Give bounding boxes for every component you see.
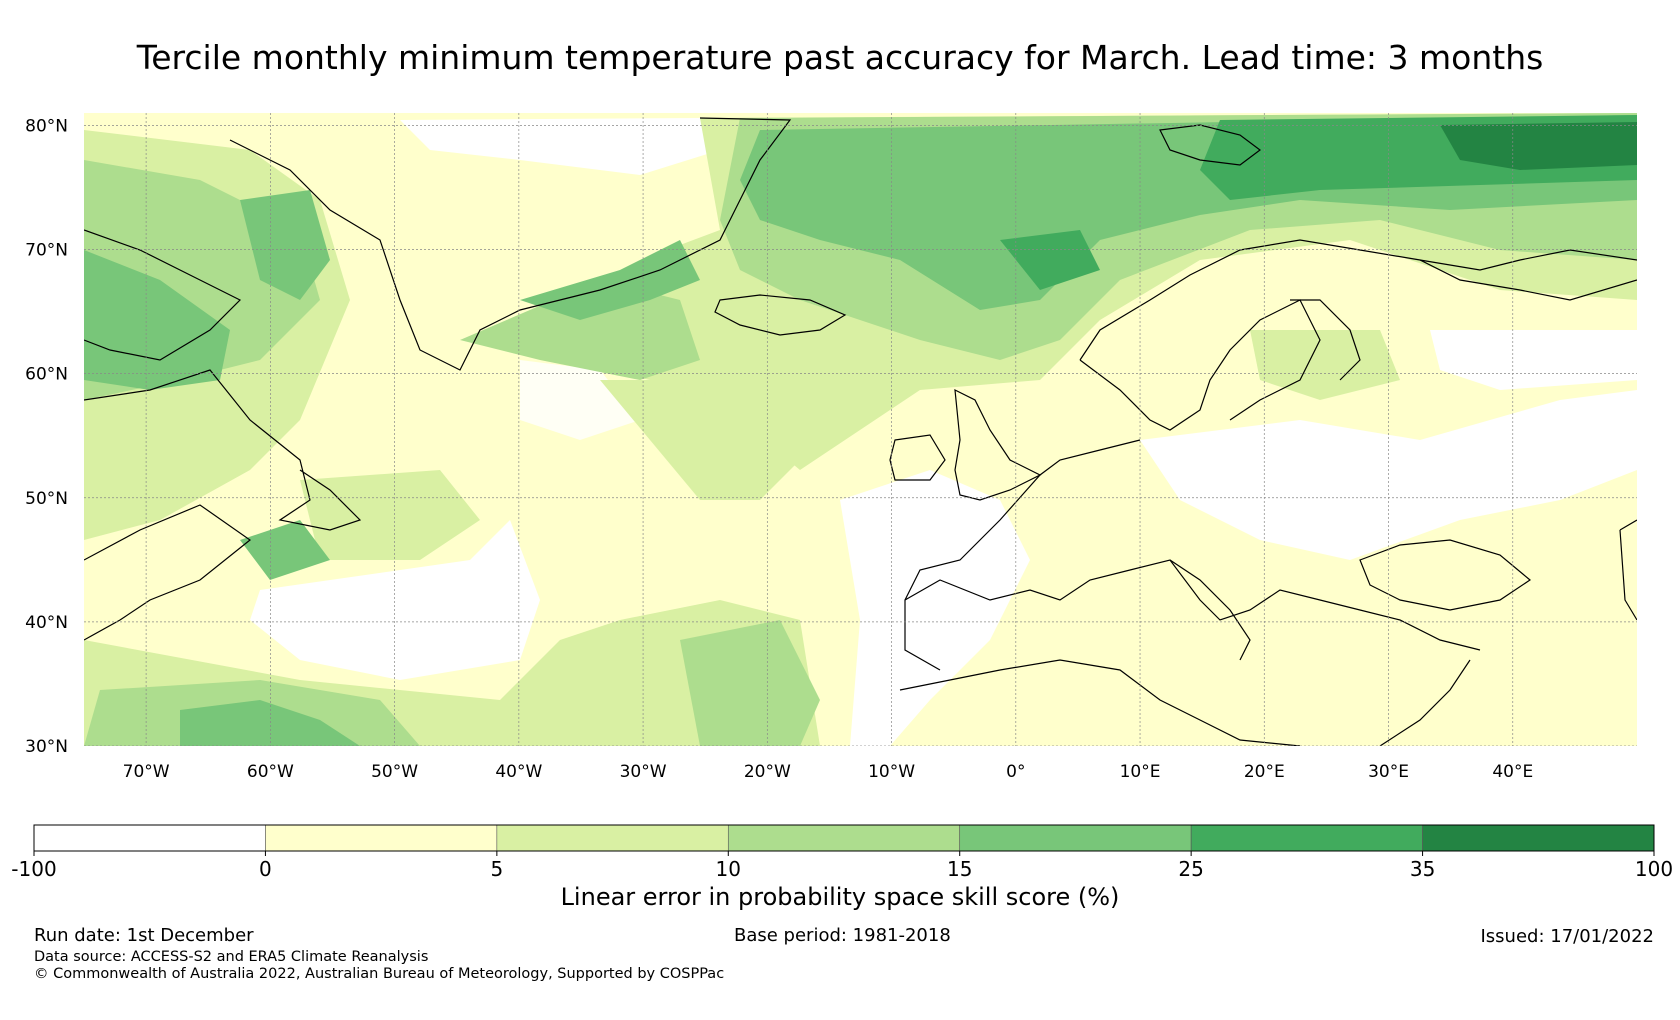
longitude-label: 30°W <box>620 762 667 782</box>
latitude-label: 60°N <box>25 365 68 385</box>
latitude-label: 80°N <box>25 116 68 136</box>
skill-regions <box>84 113 1637 746</box>
colorbar-segment <box>496 824 729 852</box>
longitude-label: 10°W <box>868 762 915 782</box>
colorbar-tick-label: 35 <box>1410 857 1435 881</box>
longitude-label: 10°E <box>1120 762 1161 782</box>
longitude-label: 0° <box>1006 762 1025 782</box>
copyright: © Commonwealth of Australia 2022, Austra… <box>34 966 725 982</box>
colorbar-tick-label: 25 <box>1178 857 1203 881</box>
run-date: Run date: 1st December <box>34 925 254 946</box>
colorbar-tick-label: 100 <box>1635 857 1673 881</box>
colorbar-tick-label: 10 <box>716 857 741 881</box>
colorbar-tick-label: 5 <box>490 857 503 881</box>
gridlines <box>84 113 1637 746</box>
longitude-label: 50°W <box>371 762 418 782</box>
colorbar-tick-label: -100 <box>11 857 56 881</box>
map-area <box>84 113 1637 746</box>
colorbar-label: Linear error in probability space skill … <box>560 883 1120 911</box>
colorbar-tick-label: 15 <box>947 857 972 881</box>
colorbar-ticks: -100 0 5 10 15 25 35 100 <box>11 851 1673 881</box>
colorbar-segment <box>959 824 1192 852</box>
base-period: Base period: 1981-2018 <box>734 925 951 946</box>
colorbar-segment <box>265 824 498 852</box>
issued-date: Issued: 17/01/2022 <box>1480 926 1654 947</box>
longitude-labels: 70°W 60°W 50°W 40°W 30°W 20°W 10°W 0° 10°E 20°E 30… <box>123 762 1534 782</box>
longitude-label: 40°W <box>495 762 542 782</box>
coastlines <box>84 117 1637 746</box>
colorbar-segment <box>1190 824 1423 852</box>
latitude-label: 30°N <box>25 737 68 757</box>
latitude-label: 70°N <box>25 241 68 261</box>
colorbar-segment <box>33 824 266 852</box>
longitude-label: 60°W <box>247 762 294 782</box>
colorbar-tick-label: 0 <box>259 857 272 881</box>
longitude-label: 20°W <box>744 762 791 782</box>
data-source: Data source: ACCESS-S2 and ERA5 Climate … <box>34 949 429 965</box>
longitude-label: 70°W <box>123 762 170 782</box>
colorbar-frame <box>33 824 1655 852</box>
longitude-label: 20°E <box>1244 762 1285 782</box>
longitude-label: 40°E <box>1492 762 1533 782</box>
colorbar-segment <box>727 824 961 852</box>
longitude-label: 30°E <box>1368 762 1409 782</box>
latitude-label: 40°N <box>25 613 68 633</box>
colorbar-segment <box>1422 824 1655 852</box>
chart-title: Tercile monthly minimum temperature past… <box>136 38 1544 77</box>
latitude-label: 50°N <box>25 489 68 509</box>
latitude-labels: 80°N 70°N 60°N 50°N 40°N 30°N <box>25 116 68 757</box>
colorbar-segments <box>33 824 1655 852</box>
